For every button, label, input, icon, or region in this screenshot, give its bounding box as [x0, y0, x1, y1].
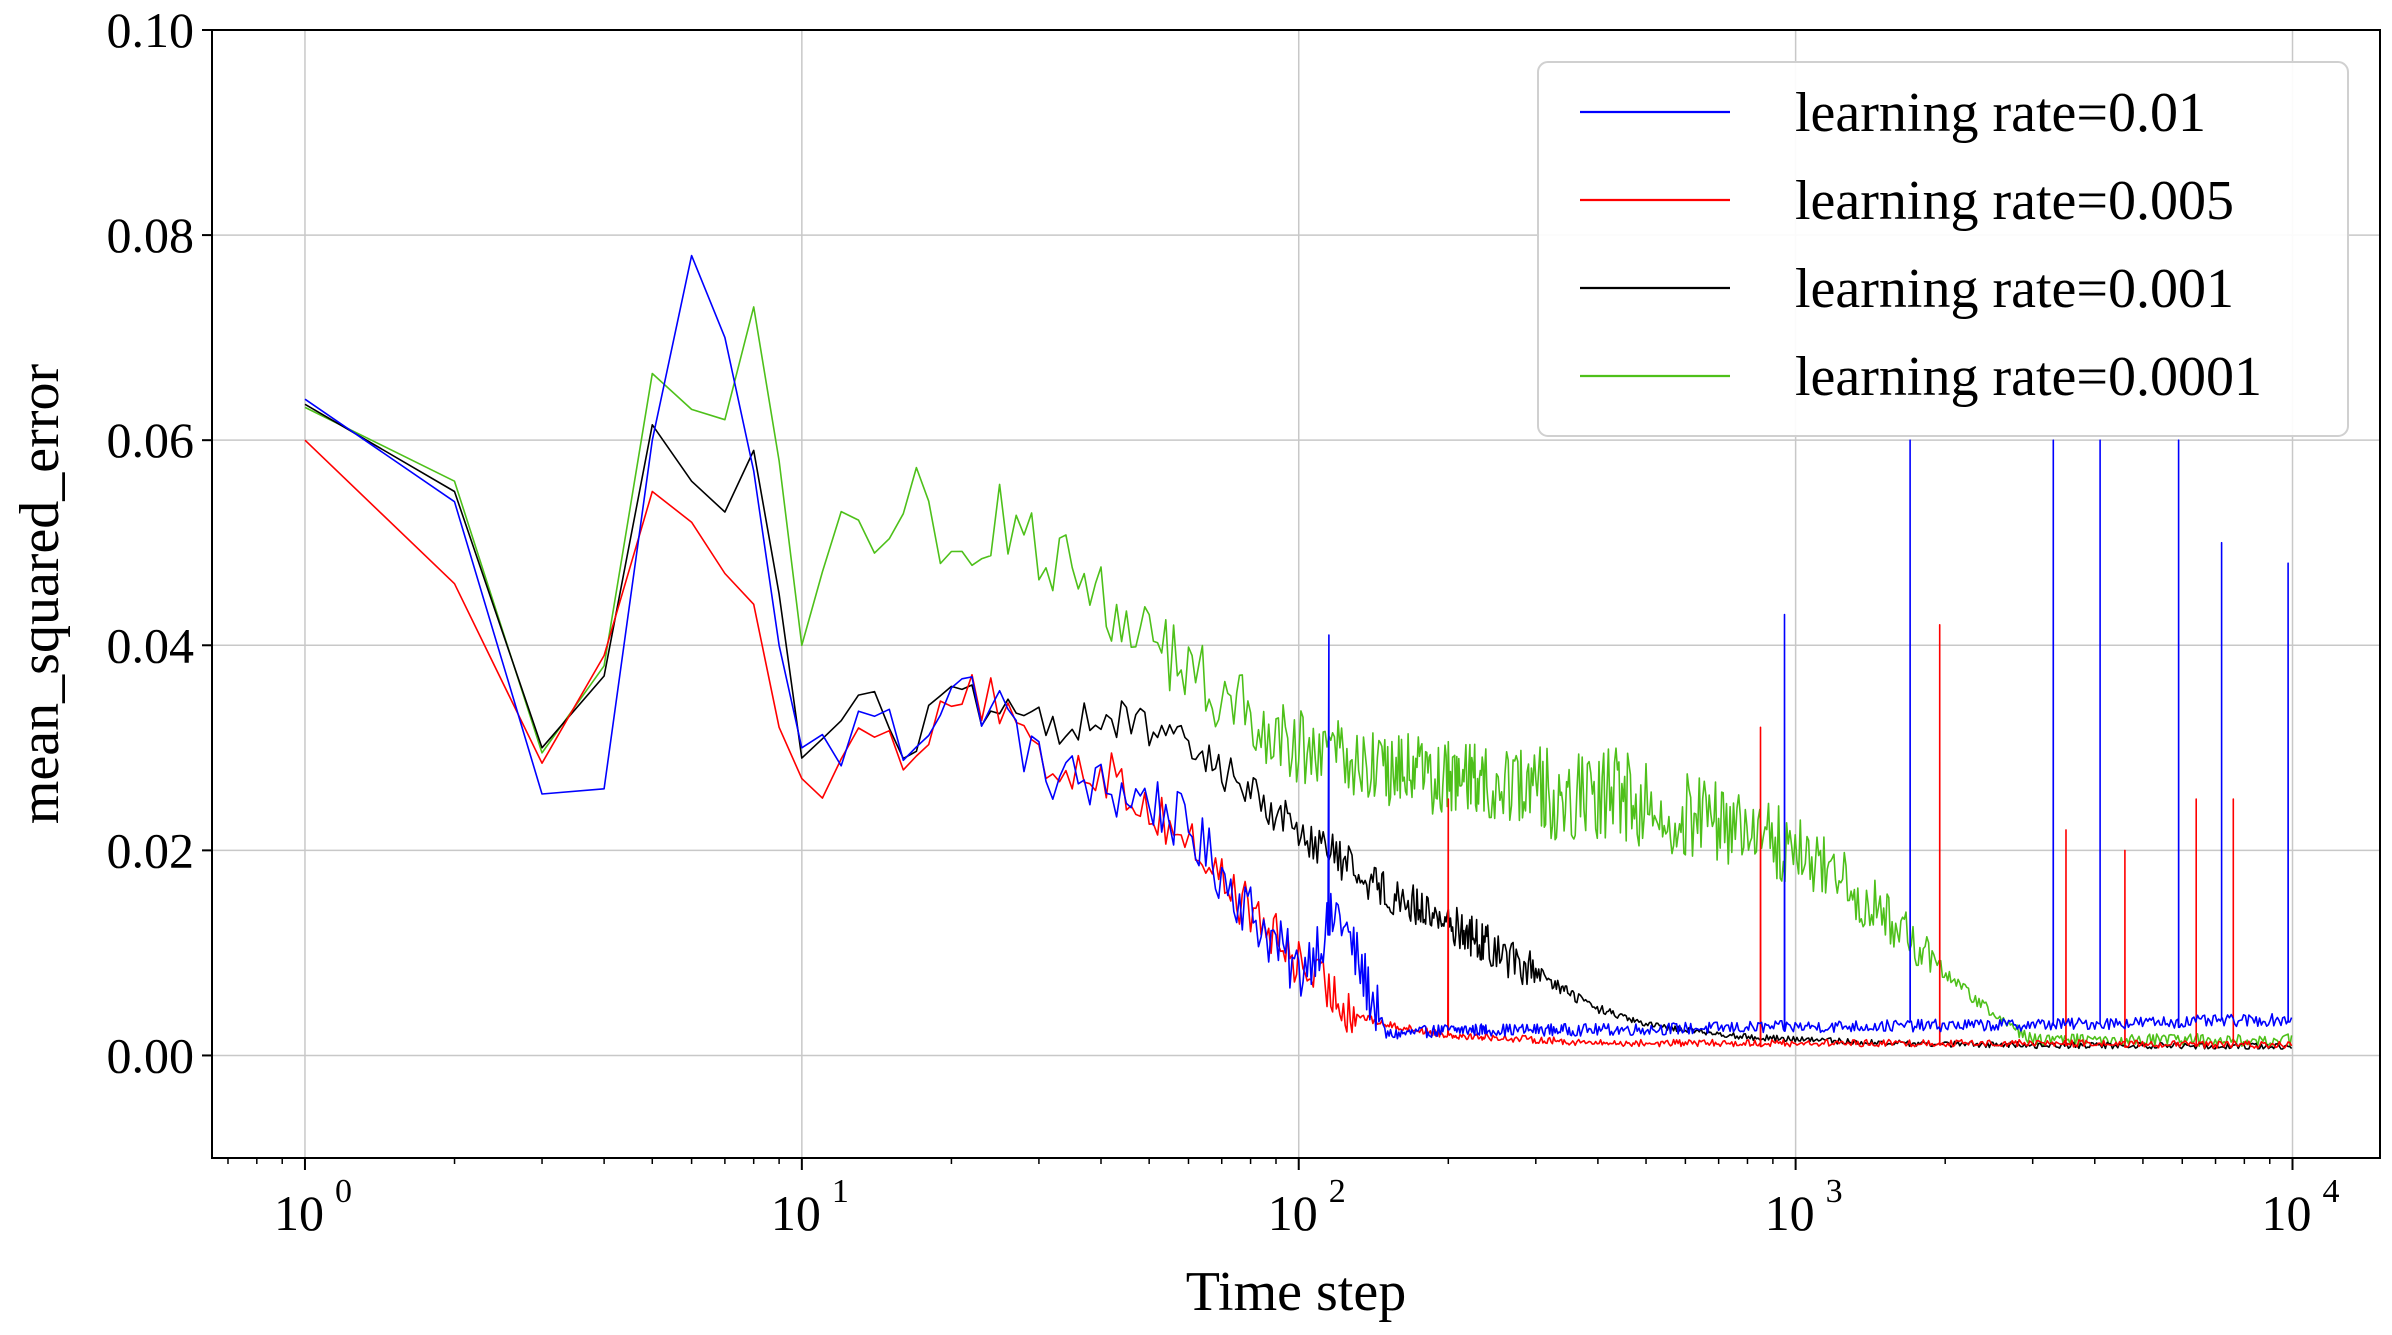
plot-frame: [211, 29, 2381, 1159]
x-tick-exponent: 3: [1826, 1173, 1843, 1210]
series-line-1: [304, 254, 2293, 1040]
x-axis-label: Time step: [1186, 1261, 1406, 1323]
legend-box: [1537, 61, 2349, 437]
legend-label-4: learning rate=0.0001: [1795, 346, 2262, 408]
legend-label-3: learning rate=0.001: [1795, 258, 2234, 320]
grid: [212, 29, 2380, 1158]
y-tick-label: 0.02: [107, 822, 195, 878]
series-line-2: [304, 439, 2293, 1049]
x-tick-exponent: 4: [2323, 1173, 2340, 1210]
x-tick-exponent: 2: [1329, 1173, 1346, 1210]
y-axis-ticks: 0.00 0.02 0.04 0.06 0.08 0.10: [107, 2, 212, 1083]
series-line-4: [304, 306, 2293, 1047]
y-tick-label: 0.00: [107, 1027, 195, 1083]
x-tick-label: 10: [771, 1185, 821, 1241]
x-tick-exponent: 0: [335, 1173, 352, 1210]
y-tick-label: 0.04: [107, 617, 195, 673]
series-lines: [304, 254, 2293, 1050]
y-tick-label: 0.06: [107, 412, 195, 468]
x-tick-exponent: 1: [832, 1173, 849, 1210]
y-axis-label: mean_squared_error: [9, 364, 71, 825]
y-tick-label: 0.08: [107, 207, 195, 263]
y-tick-label: 0.10: [107, 2, 195, 58]
x-axis-ticks: 10 0 10 1 10 2 10 3 10 4: [227, 1158, 2340, 1241]
legend: learning rate=0.01 learning rate=0.005 lea…: [1537, 61, 2349, 437]
x-tick-label: 10: [1765, 1185, 1815, 1241]
x-tick-label: 10: [1268, 1185, 1318, 1241]
legend-label-2: learning rate=0.005: [1795, 170, 2234, 232]
x-tick-label: 10: [2262, 1185, 2312, 1241]
x-tick-label: 10: [274, 1185, 324, 1241]
legend-label-1: learning rate=0.01: [1795, 82, 2206, 144]
